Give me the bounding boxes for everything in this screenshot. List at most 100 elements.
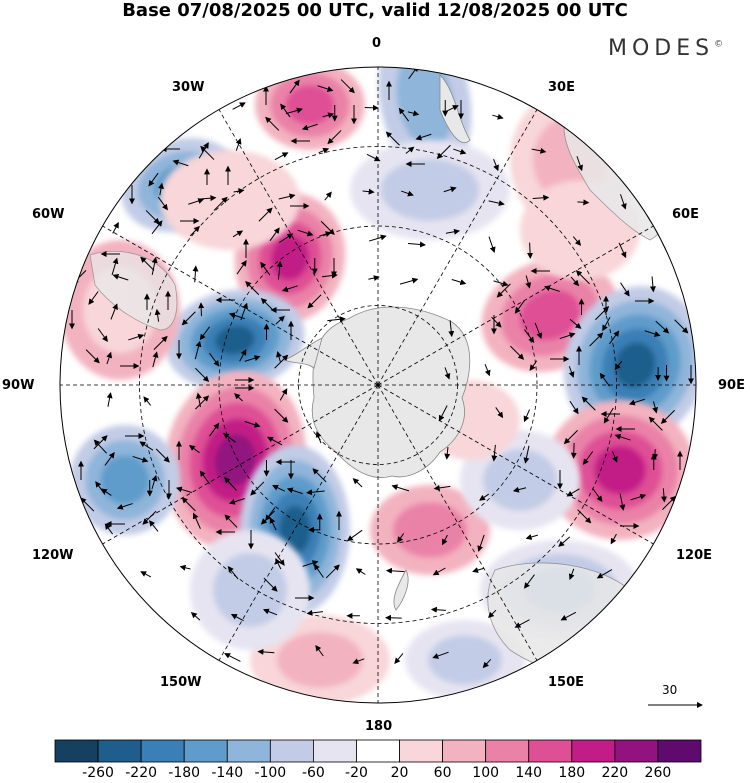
wind-arrow [569, 318, 582, 329]
wind-arrow [566, 488, 580, 497]
label-90w: 90W [2, 378, 35, 393]
wind-arrow [181, 497, 196, 512]
label-30e: 30E [548, 80, 575, 95]
wind-arrow [198, 142, 209, 159]
wind-arrow [577, 199, 590, 206]
wind-arrow [155, 448, 170, 463]
wind-arrow [570, 276, 580, 287]
colorbar-swatch [485, 739, 530, 763]
wind-arrow [448, 320, 455, 338]
wind-arrow [192, 265, 199, 283]
latitude-circle [218, 225, 538, 545]
wind-arrow [441, 534, 448, 546]
anomaly-contour [483, 449, 557, 511]
wind-arrow [614, 360, 623, 371]
colorbar-tick: 140 [515, 765, 543, 781]
wind-arrow [352, 478, 363, 488]
colorbar-swatch [614, 739, 659, 763]
wind-arrow [484, 364, 491, 377]
wind-arrow [276, 260, 283, 280]
colorbar-tick: 180 [558, 765, 586, 781]
wind-arrow [619, 194, 627, 210]
wind-arrow [190, 612, 201, 621]
anomaly-contour [593, 445, 647, 495]
colorbar-swatch [442, 739, 487, 763]
wind-arrow [444, 446, 451, 460]
wind-arrow [391, 484, 410, 492]
wind-arrow [188, 198, 205, 205]
anomaly-contour [393, 502, 467, 558]
wind-arrow [116, 503, 133, 510]
wind-arrow [213, 196, 228, 211]
wind-arrow [514, 300, 525, 314]
wind-arrow [112, 221, 119, 234]
wind-arrow [257, 648, 275, 655]
wind-arrow [278, 193, 296, 200]
anomaly-blob [545, 400, 695, 540]
wind-arrow [319, 231, 332, 237]
wind-arrow [525, 275, 532, 289]
wind-arrow [245, 281, 260, 296]
wind-arrow [532, 194, 550, 201]
label-150w: 150W [160, 675, 202, 690]
wind-arrow [398, 107, 410, 122]
colorbar-swatch [269, 739, 314, 763]
wind-arrow [399, 277, 419, 285]
wind-arrow [100, 488, 112, 496]
anomaly-contour [285, 85, 335, 125]
wind-arrow [281, 285, 298, 292]
wind-arrow [523, 445, 530, 464]
wind-arrow [175, 486, 192, 493]
wind-arrow [312, 468, 327, 483]
wind-arrow [110, 303, 118, 320]
wind-arrow [445, 228, 461, 235]
wind-arrow [279, 388, 288, 401]
wind-arrow [568, 568, 575, 581]
wind-arrow [240, 302, 248, 321]
wind-arrow [244, 421, 261, 428]
wind-arrow [366, 153, 381, 162]
wind-arrow [106, 392, 113, 407]
anomaly-contour [160, 150, 300, 250]
wind-arrow [200, 145, 215, 160]
wind-arrow [479, 493, 490, 501]
wind-arrow [285, 107, 303, 115]
wind-arrow [195, 392, 202, 408]
wind-arrow [512, 486, 527, 493]
colorbar-swatch [97, 739, 142, 763]
wind-arrow [274, 152, 289, 161]
wind-arrow [151, 256, 158, 276]
wind-arrow [592, 488, 603, 502]
wind-arrow [313, 563, 324, 578]
label-0: 0 [372, 36, 382, 51]
meridian-line [102, 384, 379, 545]
colorbar-tick: 260 [644, 765, 672, 781]
wind-arrow [112, 273, 129, 281]
wind-arrow [451, 279, 467, 285]
meridian-line [377, 109, 538, 386]
wind-arrow [244, 355, 261, 362]
anomaly-blob [255, 67, 365, 150]
wind-arrow [297, 229, 314, 237]
colorbar-swatch [356, 739, 400, 763]
wind-arrow [228, 498, 245, 505]
map-title: Base 07/08/2025 00 UTC, valid 12/08/2025… [122, 0, 628, 21]
wind-arrow [492, 113, 504, 120]
anomaly-blob [370, 485, 490, 575]
wind-arrow [322, 112, 335, 119]
wind-arrow [407, 110, 420, 117]
wind-arrow [320, 220, 335, 235]
wind-arrow [576, 156, 583, 172]
meridian-line [102, 225, 379, 386]
wind-arrow [209, 352, 220, 367]
colorbar-swatch [183, 739, 228, 763]
wind-arrow [302, 560, 319, 567]
wind-arrow [577, 509, 592, 524]
wind-arrow [230, 614, 244, 622]
wind-arrow [488, 236, 496, 253]
wind-arrow [265, 116, 280, 131]
modes-logo: MODES© [608, 36, 723, 61]
colorbar-swatch [528, 739, 573, 763]
wind-arrow [559, 332, 576, 340]
wind-arrow [232, 102, 246, 110]
